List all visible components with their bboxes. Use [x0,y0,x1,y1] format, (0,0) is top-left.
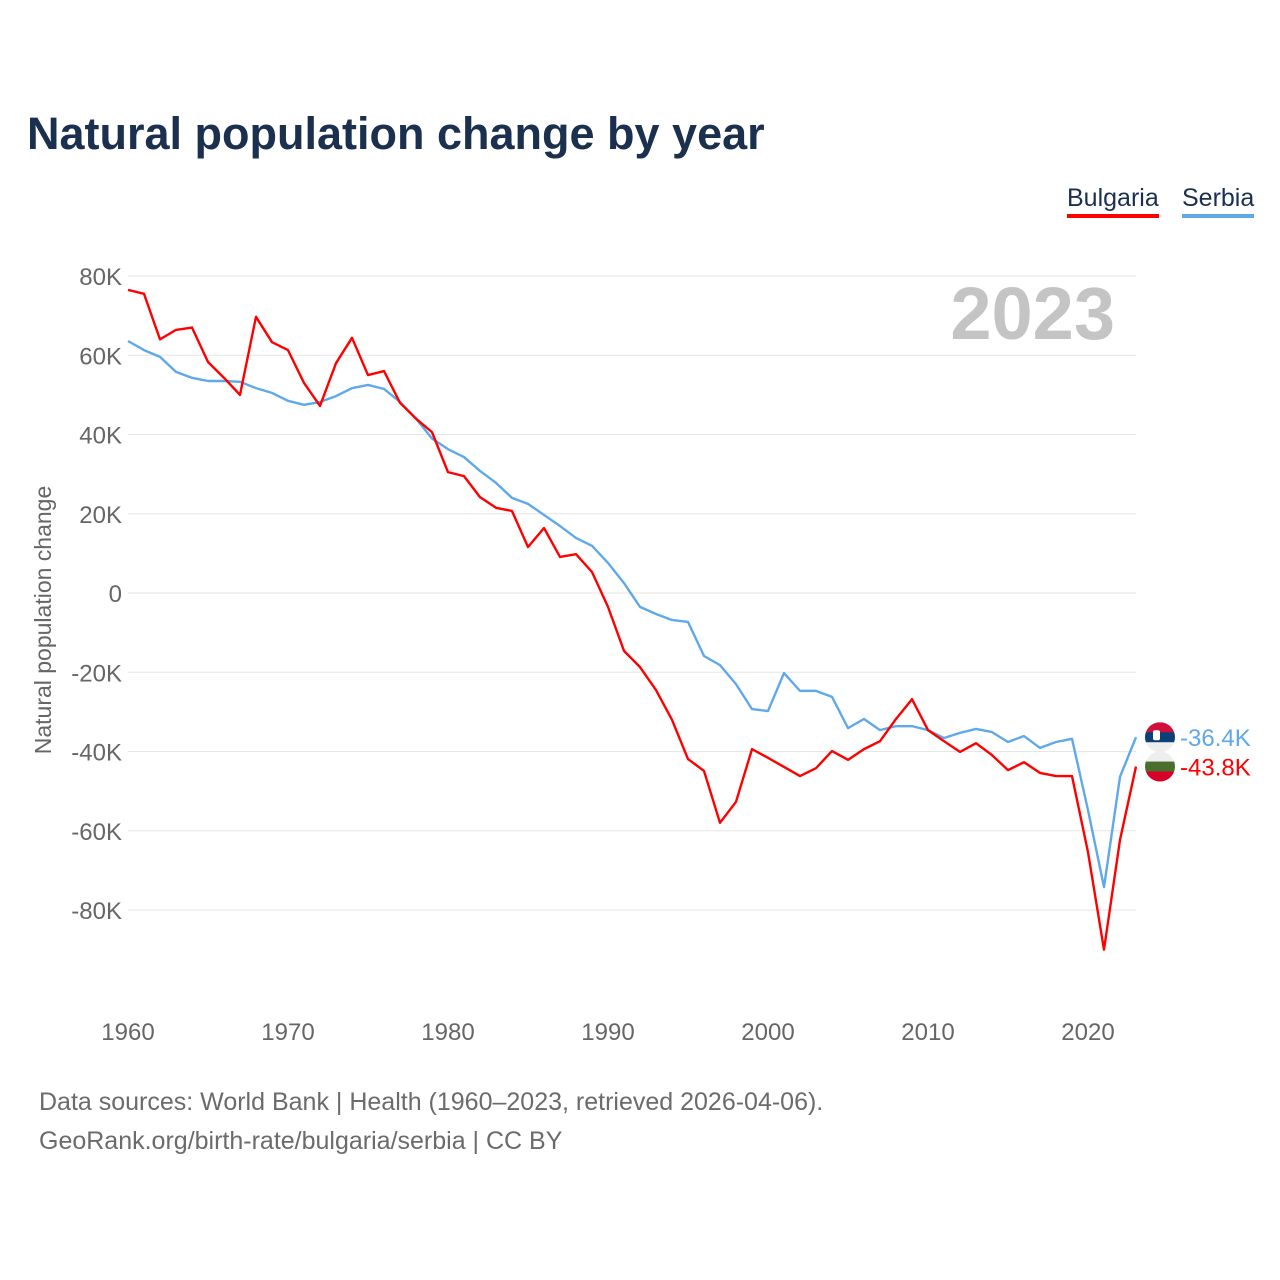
end-labels: -43.8K -36.4K [1145,722,1251,782]
series-line-serbia [127,339,1138,889]
flag-stripe [1145,751,1175,763]
x-axis-ticks: 1960 1970 1980 1990 2000 2010 2020 [101,1019,1114,1046]
gridlines [128,275,1136,911]
y-tick-label: 40K [79,423,122,450]
end-marker-serbia: -36.4K [1145,722,1251,753]
flag-stripe [1145,771,1175,782]
footer-attribution[interactable]: GeoRank.org/birth-rate/bulgaria/serbia |… [39,1127,563,1155]
y-axis-label: Natural population change [30,486,56,755]
footer-sources: Data sources: World Bank | Health (1960–… [39,1088,824,1116]
x-tick-label: 2000 [741,1019,794,1046]
x-tick-label: 1980 [421,1019,474,1046]
end-value-label: -36.4K [1180,725,1251,752]
y-tick-label: 0 [109,581,122,608]
series-line-bulgaria [127,288,1138,951]
y-tick-label: 80K [79,264,122,291]
flag-stripe [1145,742,1175,753]
x-tick-label: 2010 [901,1019,954,1046]
x-tick-label: 1960 [101,1019,154,1046]
series-lines [127,288,1138,951]
end-value-label: -43.8K [1180,755,1251,782]
year-label: 2023 [950,272,1115,355]
y-tick-label: -80K [71,898,122,925]
y-tick-label: 20K [79,502,122,529]
y-axis-ticks: 80K 60K 40K 20K 0 -20K -40K -60K -80K [71,264,122,925]
x-tick-label: 1990 [581,1019,634,1046]
x-tick-label: 1970 [261,1019,314,1046]
y-tick-label: 60K [79,343,122,370]
y-tick-label: -40K [71,740,122,767]
coat-of-arms [1153,730,1160,741]
y-tick-label: -60K [71,819,122,846]
end-marker-bulgaria: -43.8K [1145,751,1251,782]
bulgaria-flag-icon [1145,751,1175,782]
legend-item-bulgaria[interactable]: Bulgaria [1067,184,1159,218]
x-tick-label: 2020 [1061,1019,1114,1046]
flag-stripe [1145,761,1175,773]
serbia-flag-icon [1145,722,1175,753]
legend-item-serbia[interactable]: Serbia [1182,184,1255,218]
chart-title: Natural population change by year [27,108,765,159]
y-tick-label: -20K [71,660,122,687]
flag-stripe [1145,722,1175,733]
